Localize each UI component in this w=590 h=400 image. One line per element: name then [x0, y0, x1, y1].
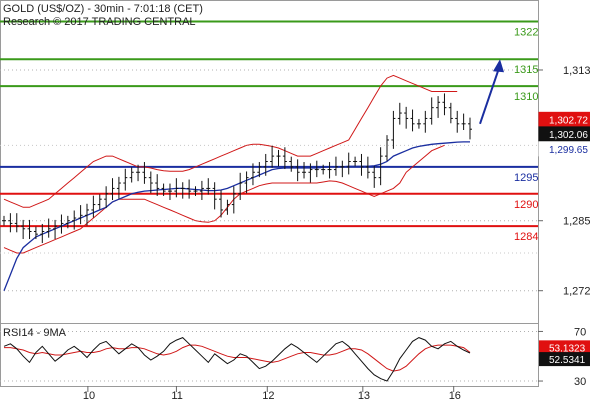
bollinger-upper	[3, 74, 458, 208]
rsi-tick-label: 70	[574, 326, 586, 338]
price-panel-frame	[0, 0, 539, 324]
rsi-line	[3, 337, 471, 382]
rsi-label-text: 53.1323	[549, 343, 586, 354]
forecast-arrow-head	[493, 59, 504, 73]
forecast-arrow	[479, 59, 504, 125]
level-label-1322: 1322	[514, 27, 538, 39]
level-label-1315: 1315	[514, 64, 538, 76]
rsi-label-box	[539, 340, 590, 355]
date-tick-label: 12	[262, 390, 274, 400]
price-bars	[2, 93, 472, 244]
forecast-arrow-shaft	[479, 64, 501, 125]
moving-average	[3, 141, 470, 291]
date-tick-label: 13	[358, 390, 370, 400]
date-tick-label: 16	[449, 390, 461, 400]
price-tick-label: 1,313	[563, 65, 590, 77]
level-label-1295: 1295	[514, 172, 538, 184]
grid	[0, 69, 538, 382]
rsi-label-text: 52.5341	[549, 355, 586, 366]
level-label-1310: 1310	[514, 91, 538, 103]
rsi-tick-label: 30	[574, 376, 586, 388]
levels: 1322 1315 1310 1295 1290 1284	[0, 20, 538, 243]
date-tick-label: 10	[83, 390, 95, 400]
price-label-text: 1,302.06	[549, 130, 588, 141]
price-label-box	[538, 126, 590, 142]
price-tick-label: 1,285	[563, 216, 590, 228]
rsi-indicator	[3, 337, 471, 382]
axes: 1,313 1,285 1,272 1,302.72 1,302.06 1,299.65 7…	[83, 65, 590, 400]
price-tick-label: 1,272	[563, 286, 590, 298]
moving-average-line	[3, 141, 470, 291]
level-label-1290: 1290	[514, 199, 538, 211]
bollinger-lower	[3, 144, 445, 254]
rsi-label: RSI14 - 9MA	[3, 327, 67, 339]
bollinger-bands	[3, 74, 458, 254]
chart-subtitle: Research © 2017 TRADING CENTRAL	[3, 16, 196, 28]
price-label-text: 1,299.65	[549, 145, 588, 156]
level-label-1284: 1284	[514, 231, 538, 243]
date-tick-label: 11	[171, 390, 182, 400]
rsi-label-box	[539, 352, 590, 367]
chart-title: GOLD (US$/OZ) - 30min - 7:01:18 (CET)	[3, 3, 203, 15]
price-label-text: 1,302.72	[549, 115, 588, 126]
price-label-box	[538, 111, 590, 127]
price-label-box	[538, 141, 590, 157]
rsi-panel-frame	[0, 323, 539, 387]
